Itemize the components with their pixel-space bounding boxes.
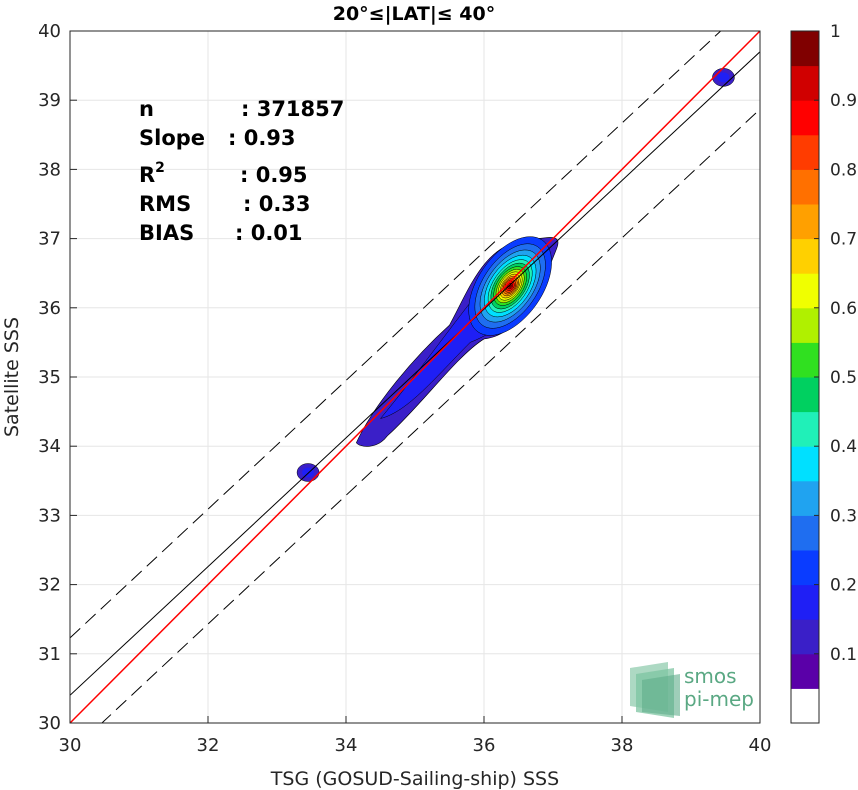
y-tick-label: 32 (38, 575, 61, 596)
colorbar-segment (791, 446, 819, 482)
stat-value: : 0.33 (243, 192, 311, 216)
x-tick-label: 32 (197, 735, 220, 756)
stat-value: : 0.01 (235, 221, 303, 245)
regression-line (70, 51, 760, 696)
colorbar-tick-label: 0.5 (830, 368, 857, 388)
y-tick-label: 37 (38, 229, 61, 250)
colorbar-segment (791, 342, 819, 378)
colorbar-tick-label: 0.3 (830, 506, 857, 526)
stat-label: RMS (139, 192, 191, 216)
colorbar-segment (791, 584, 819, 620)
y-tick-label: 38 (38, 159, 61, 180)
density-blob-core (717, 72, 730, 83)
colorbar-tick-label: 0.2 (830, 576, 857, 596)
reference-lines (70, 31, 760, 723)
y-tick-labels: 30 31 32 33 34 35 36 37 38 39 40 (38, 21, 61, 734)
smos-pi-mep-logo: smos pi-mep (630, 662, 754, 718)
stat-superscript: 2 (155, 160, 165, 176)
colorbar-segment (791, 100, 819, 136)
colorbar-segment (791, 65, 819, 101)
plot-frame (69, 30, 761, 724)
colorbar-segment (791, 377, 819, 413)
y-tick-label: 36 (38, 298, 61, 319)
y-axis-label: Satellite SSS (1, 317, 23, 437)
stat-value: : 0.93 (228, 126, 296, 150)
y-tick-label: 30 (38, 713, 61, 734)
colorbar-segment (791, 238, 819, 274)
logo-mark (630, 662, 680, 718)
colorbar-tick-label: 0.1 (830, 645, 857, 665)
colorbar-segment (791, 515, 819, 551)
lower-dashed-line (101, 108, 760, 723)
stat-label: BIAS (139, 221, 194, 245)
colorbar-segment (791, 273, 819, 309)
colorbar-tick-label: 0.9 (830, 91, 857, 111)
colorbar-segment (791, 169, 819, 205)
colorbar-tick-label: 0.7 (830, 230, 857, 250)
colorbar-tick-label: 1 (830, 22, 841, 42)
x-tick-label: 36 (473, 735, 496, 756)
x-tick-label: 38 (611, 735, 634, 756)
colorbar-segment (791, 619, 819, 655)
colorbar-segment (791, 204, 819, 240)
stat-value: : 371857 (241, 97, 344, 121)
identity-line (70, 31, 760, 723)
colorbar-segment (791, 688, 819, 724)
colorbar-segment (791, 653, 819, 689)
x-tick-labels: 30 32 34 36 38 40 (59, 735, 772, 756)
y-tick-label: 31 (38, 644, 61, 665)
colorbar-segment (791, 411, 819, 447)
stat-value: : 0.95 (240, 163, 308, 187)
colorbar-segment (791, 134, 819, 170)
colorbar-segment (791, 550, 819, 586)
stat-label: Slope (139, 126, 205, 150)
stat-label: n (139, 97, 154, 121)
colorbar-segment (791, 480, 819, 516)
y-tick-label: 33 (38, 505, 61, 526)
colorbar-segment (791, 307, 819, 343)
upper-dashed-line (70, 31, 722, 639)
x-axis-label: TSG (GOSUD-Sailing-ship) SSS (270, 768, 559, 790)
colorbar: 0.1 0.2 0.3 0.4 0.5 0.6 0.7 0.8 0.9 1 (790, 22, 857, 724)
colorbar-segment (791, 31, 819, 67)
y-tick-label: 35 (38, 367, 61, 388)
colorbar-tick-label: 0.4 (830, 437, 857, 457)
logo-line-2: pi-mep (684, 687, 754, 711)
colorbar-tick-label: 0.8 (830, 160, 857, 180)
x-tick-label: 34 (335, 735, 358, 756)
y-tick-label: 40 (38, 21, 61, 42)
y-tick-label: 34 (38, 436, 61, 457)
logo-line-1: smos (684, 664, 737, 688)
chart-title: 20°≤|LAT|≤ 40° (333, 3, 496, 25)
y-tick-label: 39 (38, 90, 61, 111)
x-tick-label: 30 (59, 735, 82, 756)
x-tick-label: 40 (749, 735, 772, 756)
colorbar-tick-label: 0.6 (830, 299, 857, 319)
